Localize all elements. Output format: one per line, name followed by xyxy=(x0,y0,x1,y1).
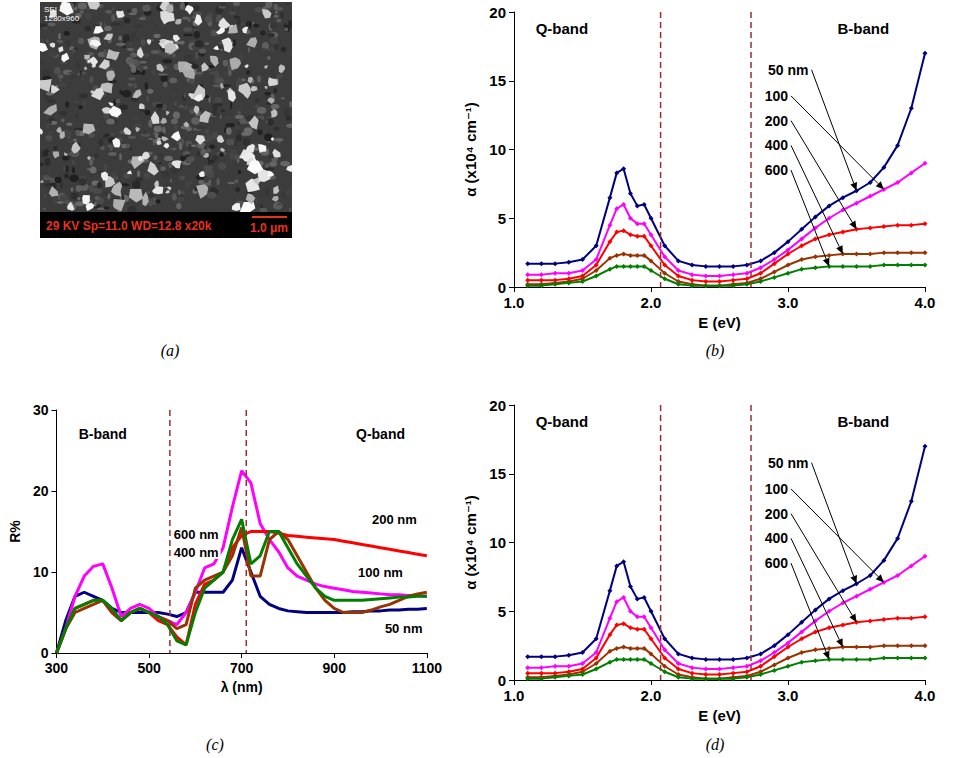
svg-text:20: 20 xyxy=(33,483,49,499)
svg-text:0: 0 xyxy=(498,672,506,689)
html-text:(a): (a) xyxy=(160,342,180,359)
svg-text:λ (nm): λ (nm) xyxy=(221,679,263,695)
svg-text:Q-band: Q-band xyxy=(536,20,589,37)
svg-text:R%: R% xyxy=(7,520,23,543)
svg-text:200: 200 xyxy=(765,113,789,129)
svg-text:SEI: SEI xyxy=(44,5,57,14)
svg-text:10: 10 xyxy=(33,564,49,580)
svg-text:5: 5 xyxy=(498,210,506,227)
svg-text:B-band: B-band xyxy=(838,20,890,37)
svg-text:50 nm: 50 nm xyxy=(768,455,808,471)
svg-text:2.0: 2.0 xyxy=(641,294,662,311)
svg-text:29 KV Sp=11.0 WD=12.8 x20k: 29 KV Sp=11.0 WD=12.8 x20k xyxy=(46,219,212,233)
svg-text:30: 30 xyxy=(33,402,49,418)
svg-text:300: 300 xyxy=(45,660,69,676)
svg-text:100: 100 xyxy=(765,481,789,497)
svg-text:600: 600 xyxy=(765,555,789,571)
svg-text:4.0: 4.0 xyxy=(915,294,936,311)
svg-text:1.0 μm: 1.0 μm xyxy=(250,221,288,235)
svg-text:4.0: 4.0 xyxy=(915,687,936,704)
svg-text:600: 600 xyxy=(765,162,789,178)
svg-text:10: 10 xyxy=(489,141,506,158)
svg-text:B-band: B-band xyxy=(79,426,127,442)
svg-text:20: 20 xyxy=(489,397,506,414)
svg-text:1100: 1100 xyxy=(412,660,443,676)
svg-text:20: 20 xyxy=(489,4,506,21)
svg-text:1.0: 1.0 xyxy=(504,687,525,704)
svg-text:15: 15 xyxy=(489,72,506,89)
svg-text:E (eV): E (eV) xyxy=(698,707,741,724)
svg-text:900: 900 xyxy=(323,660,347,676)
svg-text:200: 200 xyxy=(765,506,789,522)
svg-text:5: 5 xyxy=(498,603,506,620)
svg-text:400 nm: 400 nm xyxy=(174,545,219,560)
svg-text:2.0: 2.0 xyxy=(641,687,662,704)
svg-text:400: 400 xyxy=(765,530,789,546)
svg-text:10: 10 xyxy=(489,534,506,551)
svg-text:600 nm: 600 nm xyxy=(174,527,219,542)
svg-text:α (x10⁴ cm⁻¹): α (x10⁴ cm⁻¹) xyxy=(462,495,479,590)
svg-text:3.0: 3.0 xyxy=(778,687,799,704)
svg-text:3.0: 3.0 xyxy=(778,294,799,311)
svg-text:100 nm: 100 nm xyxy=(358,565,403,580)
svg-text:0: 0 xyxy=(498,279,506,296)
html-text:(c): (c) xyxy=(206,736,224,753)
svg-text:1.0: 1.0 xyxy=(504,294,525,311)
html-text:(b): (b) xyxy=(705,342,725,359)
svg-text:100: 100 xyxy=(765,88,789,104)
svg-text:50 nm: 50 nm xyxy=(385,621,423,636)
svg-text:Q-band: Q-band xyxy=(356,426,405,442)
html-text:(d): (d) xyxy=(705,736,725,753)
svg-text:α (x10⁴ cm⁻¹): α (x10⁴ cm⁻¹) xyxy=(462,102,479,197)
svg-text:200 nm: 200 nm xyxy=(372,512,417,527)
svg-text:500: 500 xyxy=(137,660,161,676)
svg-text:400: 400 xyxy=(765,137,789,153)
svg-text:700: 700 xyxy=(230,660,254,676)
svg-text:0: 0 xyxy=(41,645,49,661)
svg-text:Q-band: Q-band xyxy=(536,413,589,430)
svg-text:50 nm: 50 nm xyxy=(768,62,808,78)
svg-text:15: 15 xyxy=(489,465,506,482)
svg-text:B-band: B-band xyxy=(838,413,890,430)
svg-text:E (eV): E (eV) xyxy=(698,314,741,331)
svg-text:1280x960: 1280x960 xyxy=(44,14,80,23)
